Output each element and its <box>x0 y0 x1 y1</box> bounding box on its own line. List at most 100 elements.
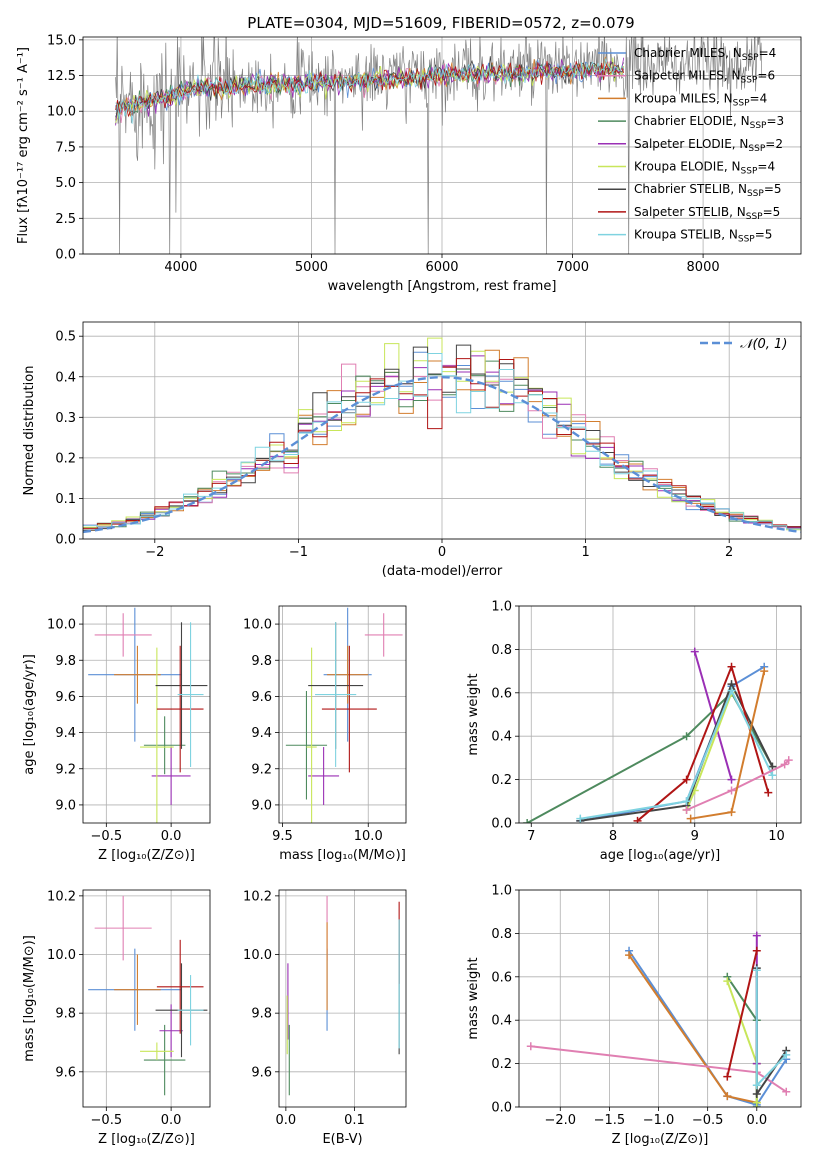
weight-marker <box>784 756 793 765</box>
x-axis-label: (data-model)/error <box>382 564 503 579</box>
y-tick-label: 0.1 <box>55 492 76 507</box>
gridlines <box>279 606 406 823</box>
observed-spectrum-line <box>115 37 763 254</box>
weight-marker <box>576 814 585 823</box>
y-tick-label: 5.0 <box>55 176 76 191</box>
weight-marker <box>690 647 699 656</box>
weight-marker <box>780 760 789 769</box>
x-tick-label: −0.5 <box>692 1113 724 1128</box>
x-tick-label: 6000 <box>425 260 458 275</box>
axes-frame <box>278 605 407 824</box>
y-tick-label: 9.8 <box>251 654 272 669</box>
weight-marker <box>686 814 695 823</box>
chart-weight-vs-age: 7 8 9 10 0.0 0.2 0.4 0.6 0.8 1.0 age [log₁₀(age/yr… <box>466 600 802 863</box>
x-tick-label: 8000 <box>687 260 720 275</box>
error-bar-point <box>321 645 377 773</box>
y-tick-label: 10.0 <box>243 618 272 633</box>
y-tick-label: 12.5 <box>47 69 76 84</box>
weight-marker <box>723 1092 732 1101</box>
weight-marker <box>768 762 777 771</box>
weight-marker <box>633 816 642 823</box>
weight-series <box>752 964 791 1098</box>
error-bar-point <box>151 747 191 805</box>
x-tick-label: 0.0 <box>746 1113 767 1128</box>
y-tick-label: 1.0 <box>491 884 512 899</box>
axes-frame <box>278 889 407 1108</box>
legend-entry: Kroupa STELIB, NSSP=5 <box>634 228 772 245</box>
weight-line <box>726 950 758 1077</box>
y-tick-label: 7.5 <box>55 140 76 155</box>
weight-marker <box>764 788 773 797</box>
y-axis-label: Normed distribution <box>22 366 37 496</box>
y-tick-label: 10.0 <box>47 105 76 120</box>
y-tick-label: 10.2 <box>243 889 272 904</box>
y-tick-label: 10.0 <box>47 948 76 963</box>
x-tick-label: 0.0 <box>161 829 182 844</box>
y-axis-label: Flux [fλ10⁻¹⁷ erg cm⁻² s⁻¹ A⁻¹] <box>16 47 31 244</box>
x-axis-label: Z [log₁₀(Z/Z⊙)] <box>98 1132 195 1147</box>
legend-entry: Kroupa ELODIE, NSSP=4 <box>634 160 775 177</box>
x-axis-label: mass [log₁₀(M/M⊙)] <box>279 848 406 863</box>
y-tick-label: 0.4 <box>491 730 512 745</box>
x-axis-label: age [log₁₀(age/yr)] <box>600 848 721 863</box>
weight-marker <box>682 797 691 806</box>
weight-marker <box>752 1081 761 1090</box>
x-tick-label: 0.0 <box>276 1113 297 1128</box>
x-tick-label: 9 <box>691 829 699 844</box>
y-tick-label: 0.4 <box>491 1014 512 1029</box>
weight-line <box>636 663 770 822</box>
chart-spectrum: 4000 5000 6000 7000 8000 0.0 2.5 5.0 7.5 10.0 12.5… <box>16 33 802 294</box>
axes-frame <box>82 36 802 255</box>
weight-series <box>723 972 761 1107</box>
y-tick-label: 9.2 <box>55 762 76 777</box>
weight-marker <box>727 775 736 784</box>
weight-line <box>755 970 788 1088</box>
legend-entry: Chabrier ELODIE, NSSP=3 <box>634 114 784 131</box>
y-tick-label: 15.0 <box>47 33 76 48</box>
weight-series <box>723 946 761 1081</box>
axes-frame <box>82 605 211 824</box>
x-tick-label: −1.0 <box>643 1113 675 1128</box>
weight-marker <box>752 946 761 955</box>
error-bar-point <box>114 954 161 1025</box>
y-tick-label: 0.8 <box>491 643 512 658</box>
x-axis-label: wavelength [Angstrom, rest frame] <box>328 279 557 294</box>
x-tick-label: 10.0 <box>354 829 383 844</box>
x-tick-label: 0.1 <box>344 1113 365 1128</box>
error-bar-point <box>177 622 204 767</box>
y-tick-label: 10.0 <box>47 618 76 633</box>
weight-series <box>576 686 777 823</box>
weight-marker <box>682 732 691 741</box>
y-tick-label: 9.8 <box>251 1007 272 1022</box>
weight-marker <box>760 667 769 676</box>
error-bar-point <box>94 613 152 657</box>
plot-area <box>286 895 400 1096</box>
y-axis-label: mass [log₁₀(M/M⊙)] <box>22 935 37 1062</box>
y-tick-label: 9.6 <box>55 690 76 705</box>
x-tick-label: 5000 <box>295 260 328 275</box>
x-axis-label: E(B-V) <box>322 1132 362 1147</box>
weight-series <box>523 688 777 823</box>
y-tick-label: 9.8 <box>55 654 76 669</box>
plot-area <box>115 37 763 254</box>
legend-entry: Kroupa MILES, NSSP=4 <box>634 91 767 108</box>
y-tick-label: 0.0 <box>55 248 76 263</box>
error-bar-point <box>156 939 204 1034</box>
x-tick-label: 7000 <box>556 260 589 275</box>
weight-line <box>580 688 774 820</box>
error-bar-point <box>308 747 340 805</box>
x-tick-label: −0.5 <box>91 829 123 844</box>
y-tick-label: 10.0 <box>243 948 272 963</box>
weight-marker <box>723 977 732 986</box>
y-tick-label: 9.2 <box>251 762 272 777</box>
y-tick-label: 0.2 <box>491 773 512 788</box>
weight-line <box>686 759 790 811</box>
error-bar-point <box>143 716 186 775</box>
weight-series <box>723 977 761 1107</box>
y-tick-label: 0.6 <box>491 686 512 701</box>
x-axis-label: Z [log₁₀(Z/Z⊙)] <box>612 1132 709 1147</box>
y-tick-label: 9.6 <box>55 1065 76 1080</box>
y-tick-label: 2.5 <box>55 212 76 227</box>
plot-area <box>83 337 801 534</box>
